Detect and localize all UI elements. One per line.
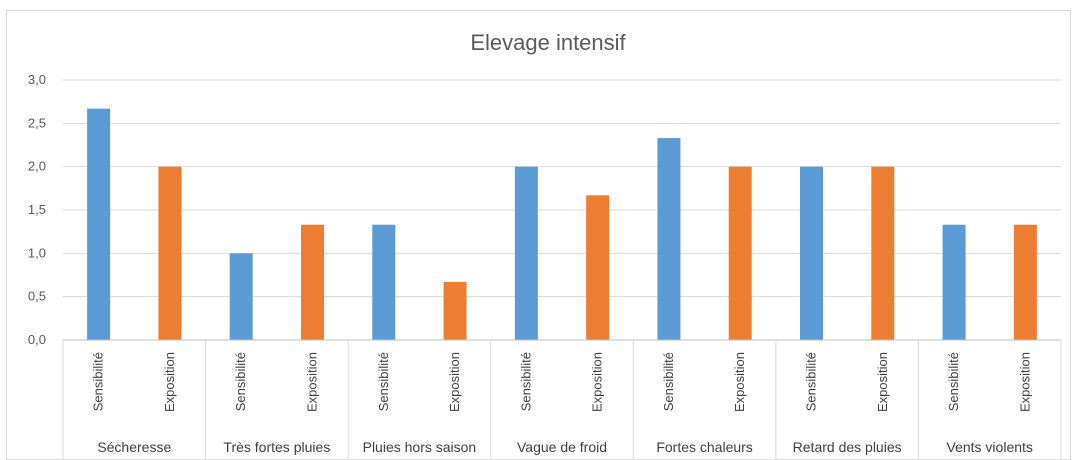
gridlines	[63, 79, 1061, 298]
x-group-label: Pluies hors saison	[363, 439, 477, 455]
bar-sensibilite	[372, 224, 396, 340]
bar-sensibilite	[514, 166, 538, 340]
x-category-label: Exposition	[305, 352, 320, 412]
y-tick-label: 0,0	[28, 332, 46, 347]
x-category-label: Exposition	[447, 352, 462, 412]
y-tick-label: 1,5	[28, 202, 46, 217]
bar-sensibilite	[800, 166, 823, 340]
x-category-label: Sensibilité	[661, 352, 676, 411]
y-tick-label: 2,5	[28, 115, 46, 130]
x-category-label: Sensibilité	[233, 352, 248, 411]
chart-title: Elevage intensif	[470, 30, 626, 55]
bar-exposition	[301, 224, 324, 340]
bar-exposition	[728, 166, 752, 340]
x-group-label: Très fortes pluies	[223, 439, 330, 455]
y-tick-label: 3,0	[28, 72, 46, 87]
x-category-label: Exposition	[590, 352, 605, 412]
bar-exposition	[1013, 224, 1037, 340]
x-category-label: Exposition	[732, 352, 747, 412]
x-category-label: Exposition	[1017, 352, 1032, 412]
x-category-label: Sensibilité	[518, 352, 533, 411]
y-axis-ticks: 0,0 0,5 1,0 1,5 2,0 2,5 3,0	[28, 72, 46, 347]
bars	[87, 108, 1037, 340]
bar-sensibilite	[657, 138, 681, 340]
x-group-label: Sécheresse	[97, 439, 171, 455]
x-category-label: Exposition	[162, 352, 177, 412]
x-group-label: Fortes chaleurs	[656, 439, 752, 455]
bar-exposition	[158, 166, 182, 340]
bar-chart: Elevage intensif 0,0 0,5 1,0 1,5 2,0 2,5 3,0 S…	[28, 30, 1062, 459]
x-category-label: Sensibilité	[804, 352, 819, 411]
y-tick-label: 0,5	[28, 289, 46, 304]
y-tick-label: 1,0	[28, 245, 46, 260]
x-group-label: Vents violents	[947, 439, 1033, 455]
bar-sensibilite	[229, 253, 253, 340]
x-category-label: Sensibilité	[376, 352, 391, 411]
x-group-label: Retard des pluies	[793, 439, 902, 455]
x-category-label: Sensibilité	[946, 352, 961, 411]
chart-container: Elevage intensif 0,0 0,5 1,0 1,5 2,0 2,5 3,0 S…	[6, 10, 1071, 460]
x-category-label: Sensibilité	[91, 352, 106, 411]
bar-sensibilite	[87, 108, 111, 340]
bar-exposition	[586, 195, 610, 340]
bar-sensibilite	[942, 224, 966, 340]
bar-exposition	[871, 166, 895, 340]
bar-exposition	[443, 281, 467, 340]
y-tick-label: 2,0	[28, 159, 46, 174]
x-category-label: Exposition	[875, 352, 890, 412]
x-axis: Sensibilité Exposition Sécheresse Sensibili…	[62, 339, 1062, 459]
x-group-label: Vague de froid	[517, 439, 607, 455]
